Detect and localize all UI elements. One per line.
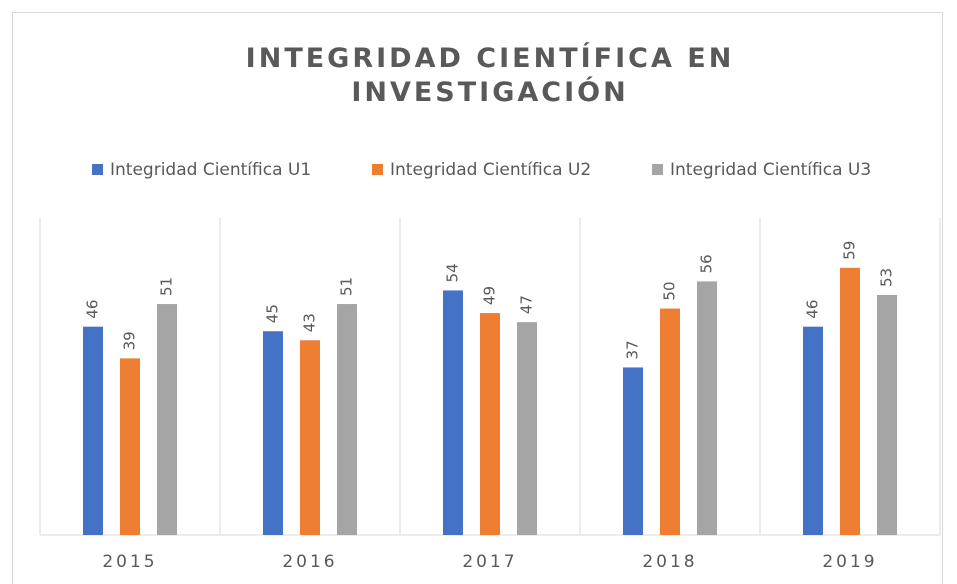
legend-swatch <box>92 164 103 175</box>
legend-label: Integridad Científica U1 <box>110 160 311 180</box>
data-label: 46 <box>84 300 102 319</box>
bar <box>443 290 463 535</box>
bar <box>263 331 283 535</box>
x-tick-label: 2018 <box>642 552 697 572</box>
bar <box>337 304 357 535</box>
x-tick-label: 2015 <box>102 552 157 572</box>
bar <box>803 326 823 535</box>
data-label: 39 <box>121 331 139 350</box>
bar <box>877 294 897 535</box>
x-tick-label: 2016 <box>282 552 337 572</box>
data-label: 47 <box>518 295 536 314</box>
bar <box>517 322 537 535</box>
x-tick-label: 2017 <box>462 552 517 572</box>
data-label: 45 <box>264 304 282 323</box>
legend-label: Integridad Científica U2 <box>390 160 591 180</box>
data-label: 37 <box>624 340 642 359</box>
data-label: 49 <box>481 286 499 305</box>
data-label: 59 <box>841 241 859 260</box>
data-label: 46 <box>804 300 822 319</box>
data-label: 43 <box>301 313 319 332</box>
bar <box>697 281 717 535</box>
data-label: 50 <box>661 281 679 300</box>
legend-label: Integridad Científica U3 <box>670 160 871 180</box>
bar <box>660 308 680 535</box>
legend-swatch <box>372 164 383 175</box>
bar <box>157 304 177 535</box>
bar <box>300 340 320 535</box>
data-label: 51 <box>158 277 176 296</box>
bar <box>840 267 860 535</box>
bar <box>480 313 500 535</box>
bar <box>83 326 103 535</box>
data-label: 51 <box>338 277 356 296</box>
legend-swatch <box>652 164 663 175</box>
chart-border <box>12 12 943 584</box>
x-tick-label: 2019 <box>822 552 877 572</box>
data-label: 56 <box>698 254 716 273</box>
data-label: 53 <box>878 268 896 287</box>
bar <box>623 367 643 535</box>
bar <box>120 358 140 535</box>
chart-title: INTEGRIDAD CIENTÍFICA EN INVESTIGACIÓN <box>245 43 735 108</box>
data-label: 54 <box>444 263 462 282</box>
